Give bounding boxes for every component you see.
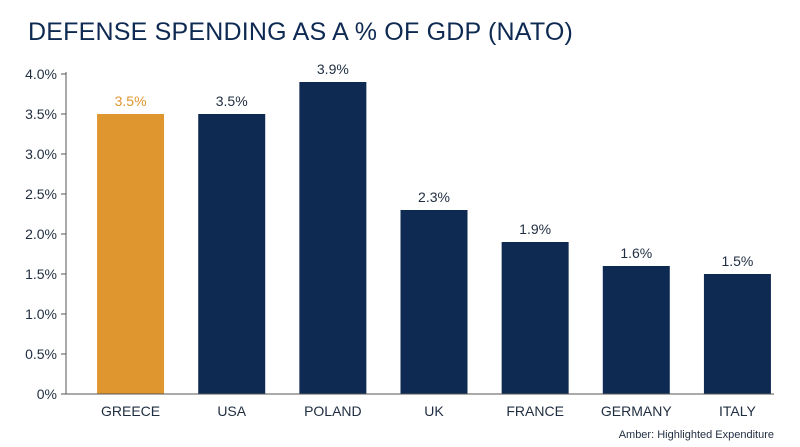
x-tick-label: POLAND (304, 403, 362, 419)
x-tick-label: UK (424, 403, 444, 419)
x-tick-label: FRANCE (506, 403, 564, 419)
y-tick-label: 0% (37, 386, 57, 402)
value-labels: 3.5% 3.5% 3.9% 2.3% 1.9% 1.6% 1.5% (115, 61, 754, 269)
y-tick-label: 3.0% (25, 146, 57, 162)
y-tick-label: 0.5% (25, 346, 57, 362)
y-tick-label: 2.0% (25, 226, 57, 242)
bars (97, 82, 771, 394)
footnote: Amber: Highlighted Expenditure (618, 429, 774, 441)
y-tick-label: 4.0% (25, 66, 57, 82)
chart-title: DEFENSE SPENDING AS A % OF GDP (NATO) (28, 18, 574, 46)
x-axis-labels: GREECE USA POLAND UK FRANCE GERMANY ITALY (101, 403, 756, 419)
y-tick-label: 1.0% (25, 306, 57, 322)
bar-uk (400, 210, 468, 394)
y-tick-label: 3.5% (25, 106, 57, 122)
bar-poland (299, 82, 367, 394)
value-label: 1.6% (620, 245, 652, 261)
bar-usa (198, 114, 266, 394)
bar-france (501, 242, 569, 394)
y-axis-ticks: 0% 0.5% 1.0% 1.5% 2.0% 2.5% 3.0% 3.5% 4.0% (25, 66, 66, 402)
value-label: 1.9% (519, 221, 551, 237)
value-label: 3.5% (216, 93, 248, 109)
x-tick-label: ITALY (719, 403, 756, 419)
value-label: 2.3% (418, 189, 450, 205)
bar-italy (703, 274, 771, 394)
value-label: 3.9% (317, 61, 349, 77)
y-tick-label: 2.5% (25, 186, 57, 202)
bar-germany (602, 266, 670, 394)
x-tick-label: GREECE (101, 403, 160, 419)
bar-greece (97, 114, 165, 394)
x-tick-label: USA (217, 403, 246, 419)
value-label: 1.5% (721, 253, 753, 269)
x-tick-label: GERMANY (601, 403, 672, 419)
y-tick-label: 1.5% (25, 266, 57, 282)
value-label: 3.5% (115, 93, 147, 109)
